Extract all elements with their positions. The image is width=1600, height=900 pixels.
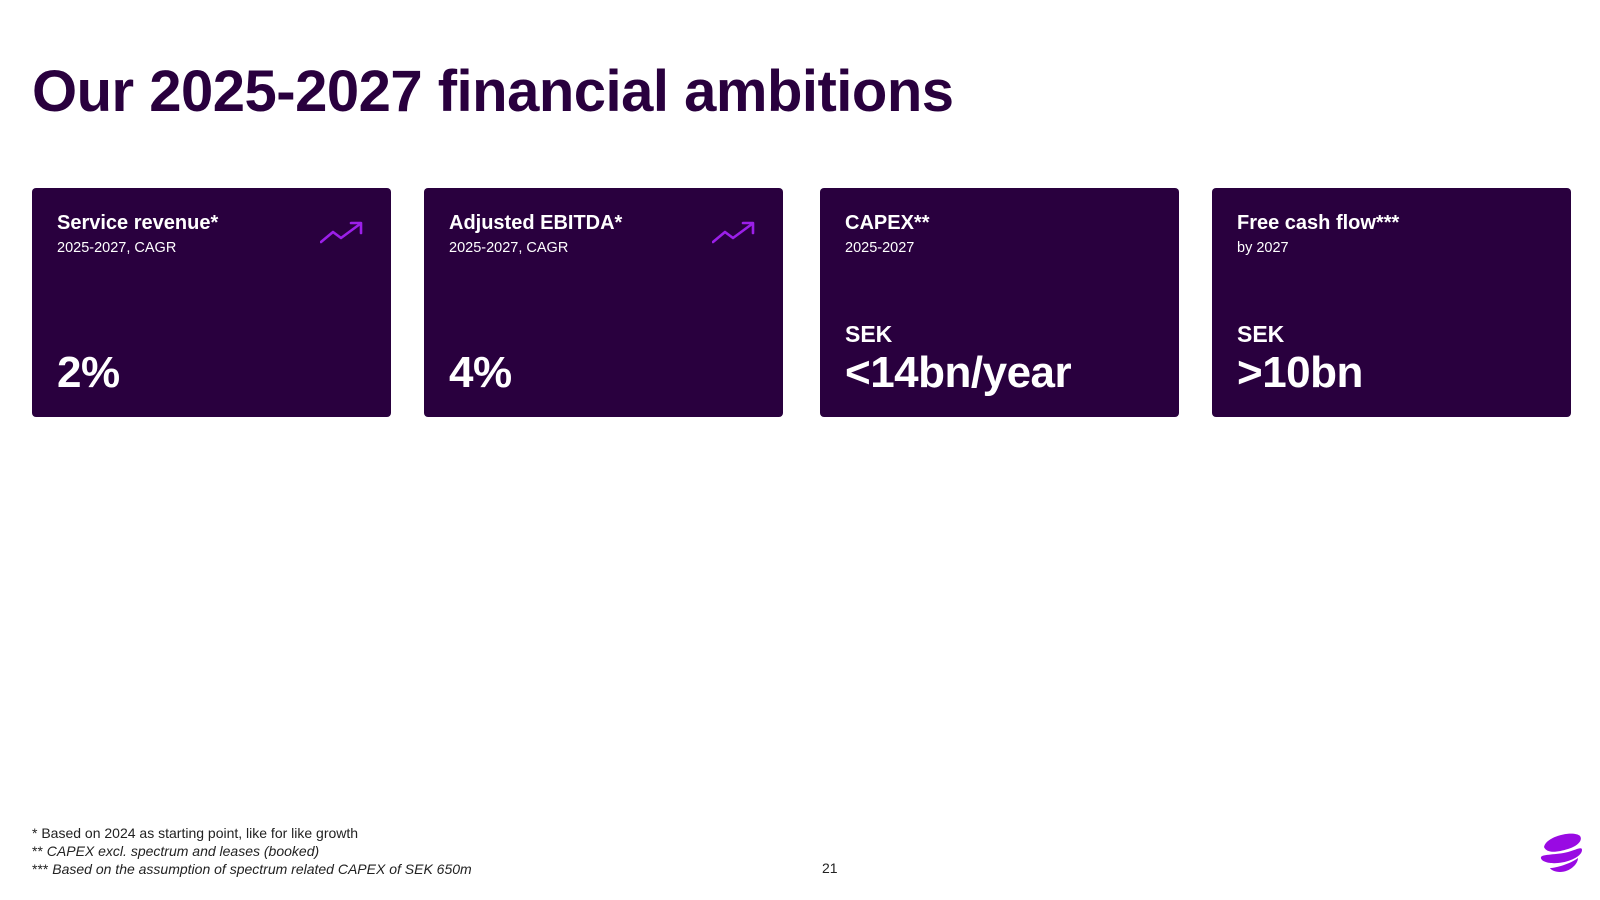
telia-logo-icon — [1540, 833, 1582, 872]
card-value: 2% — [57, 348, 120, 397]
footnotes: * Based on 2024 as starting point, like … — [32, 824, 472, 878]
ambition-card-capex: CAPEX** 2025-2027 SEK <14bn/year — [820, 188, 1179, 417]
card-title: Service revenue* — [57, 212, 219, 234]
footnote-text: Based on 2024 as starting point, like fo… — [41, 825, 359, 841]
trend-up-icon — [320, 221, 363, 244]
card-value: >10bn — [1237, 348, 1363, 397]
card-subtitle: 2025-2027 — [845, 240, 915, 256]
trend-up-icon — [712, 221, 755, 244]
footnote-3: *** Based on the assumption of spectrum … — [32, 860, 472, 878]
footnote-text: Based on the assumption of spectrum rela… — [52, 861, 472, 877]
ambition-card-adjusted-ebitda: Adjusted EBITDA* 2025-2027, CAGR 4% — [424, 188, 783, 417]
page-number: 21 — [822, 860, 838, 876]
page-title: Our 2025-2027 financial ambitions — [32, 59, 954, 124]
card-title: Adjusted EBITDA* — [449, 212, 623, 234]
card-unit: SEK — [1237, 321, 1285, 347]
card-subtitle: 2025-2027, CAGR — [449, 240, 569, 256]
footnote-marker: * — [32, 825, 38, 841]
ambition-card-service-revenue: Service revenue* 2025-2027, CAGR 2% — [32, 188, 391, 417]
footnote-text: CAPEX excl. spectrum and leases (booked) — [46, 843, 320, 859]
footnote-marker: ** — [32, 843, 43, 859]
footnote-marker: *** — [32, 861, 49, 877]
footnote-2: ** CAPEX excl. spectrum and leases (book… — [32, 842, 472, 860]
card-title: CAPEX** — [845, 212, 930, 234]
footnote-1: * Based on 2024 as starting point, like … — [32, 824, 472, 842]
card-value: 4% — [449, 348, 512, 397]
card-subtitle: by 2027 — [1237, 240, 1289, 256]
card-value: <14bn/year — [845, 348, 1072, 397]
ambition-card-free-cash-flow: Free cash flow*** by 2027 SEK >10bn — [1212, 188, 1571, 417]
card-unit: SEK — [845, 321, 893, 347]
card-subtitle: 2025-2027, CAGR — [57, 240, 177, 256]
card-title: Free cash flow*** — [1237, 212, 1400, 234]
